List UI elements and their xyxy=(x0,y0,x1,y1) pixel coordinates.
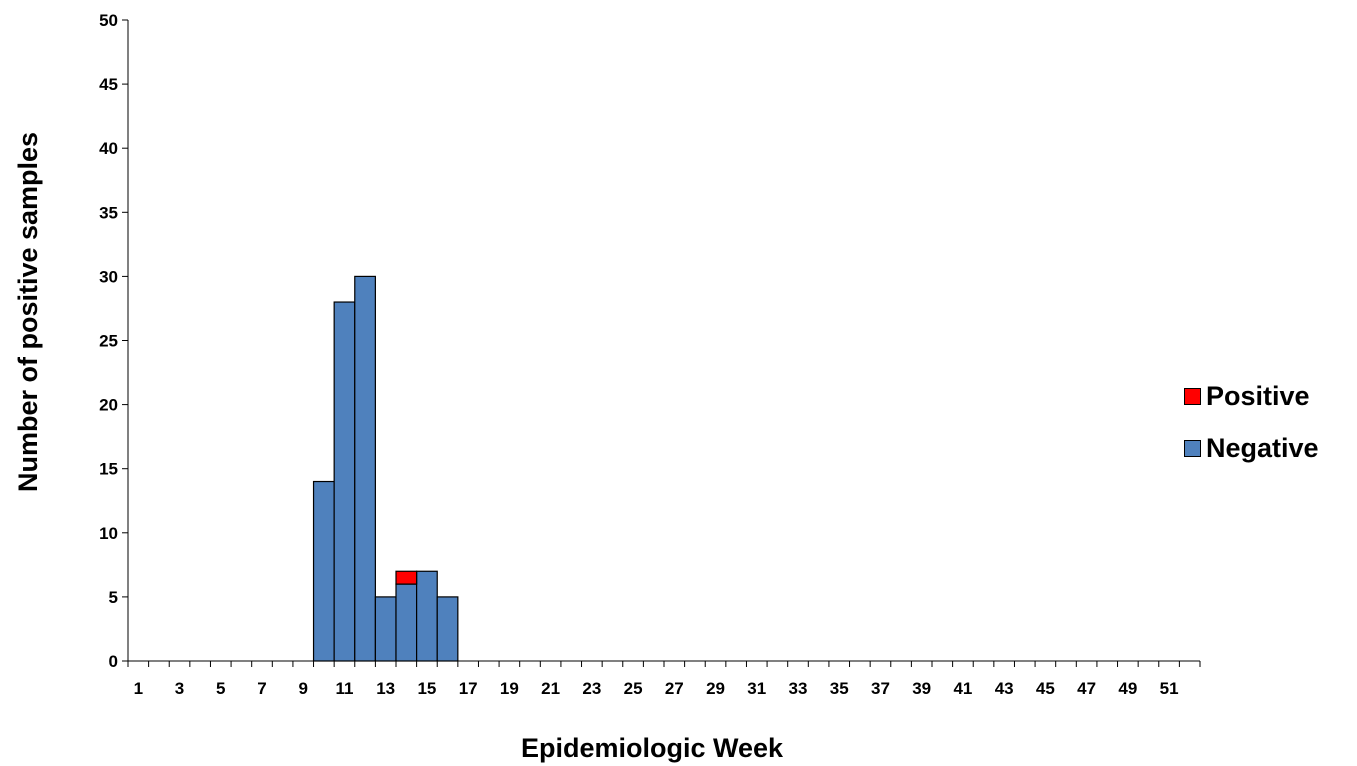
x-tick-label: 17 xyxy=(459,679,478,698)
x-tick-label: 13 xyxy=(376,679,395,698)
x-tick-label: 11 xyxy=(335,679,353,698)
y-tick-label: 40 xyxy=(99,139,118,158)
x-tick-label: 25 xyxy=(624,679,643,698)
legend-item-negative: Negative xyxy=(1184,422,1319,474)
y-tick-label: 35 xyxy=(99,203,118,222)
bar-negative-week-11 xyxy=(333,301,356,662)
legend-label-positive: Positive xyxy=(1206,380,1310,411)
bar-positive-week-14 xyxy=(395,570,418,585)
x-tick-label: 29 xyxy=(706,679,725,698)
y-tick-label: 15 xyxy=(99,460,118,479)
legend-item-positive: Positive xyxy=(1184,370,1319,422)
y-tick-label: 25 xyxy=(99,332,118,351)
bars-group xyxy=(312,275,459,662)
bar-negative-week-14 xyxy=(395,583,418,662)
x-tick-label: 5 xyxy=(216,679,225,698)
x-tick-label: 9 xyxy=(298,679,307,698)
x-tick-label: 31 xyxy=(747,679,766,698)
x-tick-label: 23 xyxy=(582,679,601,698)
y-tick-label: 20 xyxy=(99,396,118,415)
legend-swatch-negative xyxy=(1184,439,1201,457)
bar-negative-week-13 xyxy=(374,596,397,662)
bar-negative-week-16 xyxy=(436,596,459,662)
x-tick-label: 19 xyxy=(500,679,519,698)
bar-negative-week-12 xyxy=(354,275,376,662)
x-tick-label: 3 xyxy=(175,679,184,698)
x-tick-label: 45 xyxy=(1036,679,1055,698)
x-tick-label: 47 xyxy=(1077,679,1096,698)
legend-label-negative: Negative xyxy=(1206,432,1319,463)
y-axis-title: Number of positive samples xyxy=(13,132,43,492)
y-tick-label: 0 xyxy=(109,652,118,671)
x-tick-label: 35 xyxy=(830,679,849,698)
y-tick-label: 50 xyxy=(99,11,118,30)
y-tick-label: 10 xyxy=(99,524,118,543)
y-tick-label: 5 xyxy=(109,588,118,607)
legend: Positive Negative xyxy=(1184,370,1319,474)
x-tick-label: 15 xyxy=(417,679,436,698)
axes-group xyxy=(122,19,1201,667)
x-tick-label: 33 xyxy=(789,679,808,698)
x-axis-title: Epidemiologic Week xyxy=(521,733,784,763)
x-tick-label: 43 xyxy=(995,679,1014,698)
x-tick-label: 37 xyxy=(871,679,890,698)
y-tick-label: 30 xyxy=(99,267,118,286)
x-tick-label: 7 xyxy=(257,679,266,698)
y-tick-label: 45 xyxy=(99,75,118,94)
bar-negative-week-10 xyxy=(312,480,335,662)
x-tick-label: 27 xyxy=(665,679,684,698)
bar-negative-week-15 xyxy=(416,570,438,662)
x-tick-label: 41 xyxy=(953,679,972,698)
x-tick-label: 51 xyxy=(1160,679,1179,698)
x-tick-label: 49 xyxy=(1118,679,1137,698)
x-tick-label: 1 xyxy=(134,679,143,698)
x-tick-label: 39 xyxy=(912,679,931,698)
x-tick-label: 21 xyxy=(541,679,560,698)
legend-swatch-positive xyxy=(1184,387,1201,405)
